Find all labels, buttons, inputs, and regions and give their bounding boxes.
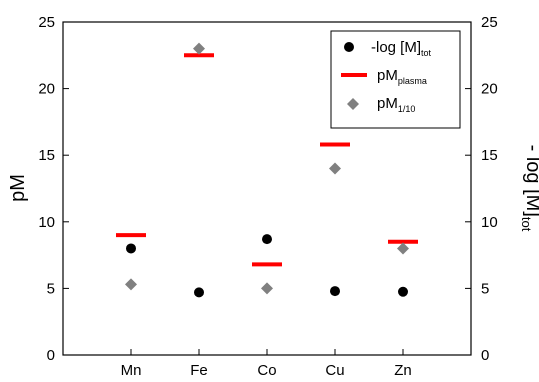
point-pm-1-10 — [397, 242, 409, 255]
point-pm-1-10 — [125, 278, 137, 291]
legend-label-pm-1-10-sub: 1/10 — [398, 104, 416, 114]
legend-label-log-m-tot-main: -log [M] — [371, 39, 421, 56]
legend: -log [M]tot pMplasma pM1/10 — [330, 30, 461, 129]
legend-label-pm-plasma: pMplasma — [377, 67, 427, 86]
point-log-m-tot — [398, 286, 408, 297]
y-tick-label-right: 25 — [481, 14, 498, 31]
y-tick-label-left: 0 — [47, 347, 55, 364]
point-log-m-tot — [126, 243, 136, 254]
legend-label-pm-plasma-sub: plasma — [398, 76, 427, 86]
y-axis-title-right: - log [M]tot — [519, 145, 539, 232]
y-tick-label-left: 20 — [38, 81, 55, 98]
point-log-m-tot — [262, 234, 272, 245]
y-tick-label-left: 15 — [38, 147, 55, 164]
y-tick-label-right: 15 — [481, 147, 498, 164]
y-tick-label-right: 0 — [481, 347, 489, 364]
y-tick-label-right: 5 — [481, 280, 489, 297]
data-marks — [116, 42, 418, 298]
x-tick-label: Co — [257, 362, 276, 379]
point-pm-1-10 — [261, 282, 273, 295]
y-tick-label-left: 5 — [47, 280, 55, 297]
legend-label-log-m-tot-sub: tot — [421, 48, 432, 58]
x-tick-label: Cu — [325, 362, 344, 379]
legend-label-pm-1-10-main: pM — [377, 95, 398, 112]
x-axis: Mn Fe Co Cu Zn — [121, 349, 412, 379]
y-tick-label-left: 10 — [38, 214, 55, 231]
legend-label-pm-1-10: pM1/10 — [377, 95, 415, 114]
y-tick-label-left: 25 — [38, 14, 55, 31]
legend-marker-log-m-tot — [344, 42, 354, 52]
point-log-m-tot — [330, 286, 340, 297]
y-tick-label-right: 10 — [481, 214, 498, 231]
legend-marker-pm-1-10 — [347, 98, 359, 110]
left-axis: 0 5 10 15 20 25 — [38, 14, 69, 364]
legend-label-pm-plasma-main: pM — [377, 67, 398, 84]
point-pm-1-10 — [329, 162, 341, 175]
y-tick-label-right: 20 — [481, 81, 498, 98]
point-pm-1-10 — [193, 42, 205, 55]
y-axis-title-right-sub: tot — [519, 217, 534, 232]
x-tick-label: Zn — [394, 362, 412, 379]
y-axis-title-left: pM — [7, 174, 29, 202]
point-log-m-tot — [194, 287, 204, 298]
right-axis: 0 5 10 15 20 25 — [465, 14, 498, 364]
x-tick-label: Fe — [190, 362, 208, 379]
x-tick-label: Mn — [121, 362, 142, 379]
legend-label-log-m-tot: -log [M]tot — [371, 39, 432, 58]
y-axis-title-right-main: - log [M] — [522, 145, 539, 217]
